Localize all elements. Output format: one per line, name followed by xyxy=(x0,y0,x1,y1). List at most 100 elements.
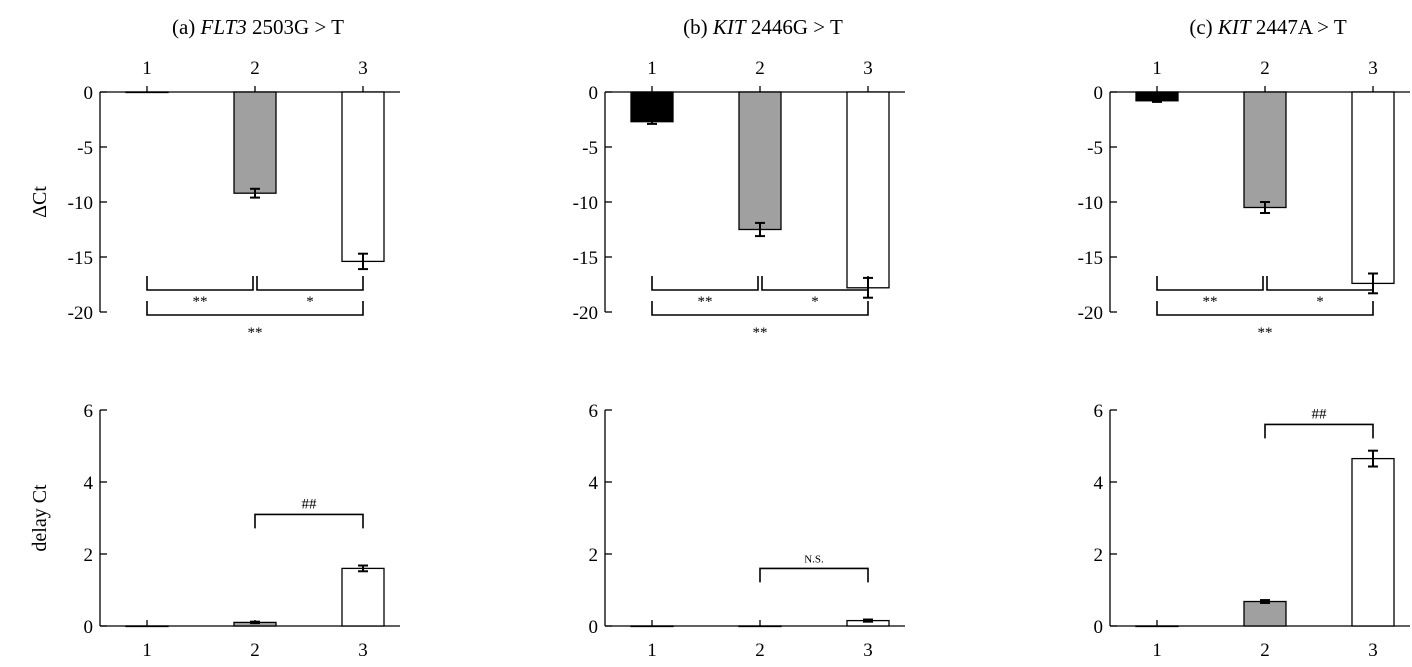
chart-title-gene: KIT xyxy=(1217,15,1252,39)
chart-panel-top-2: (b) KIT 2446G > T0-5-10-15-201 2 3** *** xyxy=(573,15,905,341)
significance-bracket xyxy=(146,276,254,291)
y-tick-label: 0 xyxy=(589,617,599,638)
bar-group-2 xyxy=(738,91,782,231)
y-tick-label: 0 xyxy=(84,83,94,104)
significance-label: ** xyxy=(248,325,263,341)
chart-title-prefix: (a) xyxy=(172,15,201,39)
chart-title: (b) KIT 2446G > T xyxy=(683,15,843,39)
significance-label: ** xyxy=(698,294,713,310)
bar-group-1 xyxy=(1135,625,1179,628)
x-tick-label: 3 xyxy=(1368,58,1378,79)
y-tick-label: 6 xyxy=(84,401,94,422)
x-tick-label: 3 xyxy=(358,640,368,661)
x-tick-label: 1 xyxy=(142,640,152,661)
significance-label: * xyxy=(1316,294,1324,310)
x-tick-label: 1 xyxy=(142,58,152,79)
y-tick-label: -10 xyxy=(573,193,598,214)
chart-title-suffix: 2447A > T xyxy=(1251,15,1347,39)
significance-label: ** xyxy=(1203,294,1218,310)
y-tick-label: -20 xyxy=(573,303,598,324)
x-tick-label: 2 xyxy=(250,58,260,79)
x-tick-label: 1 xyxy=(1152,58,1162,79)
chart-title: (a) FLT3 2503G > T xyxy=(172,15,344,39)
chart-panel-bottom-1: delay Ct 0 2 4 6 1 2 3 ## xyxy=(29,401,400,661)
significance-bracket xyxy=(256,276,364,291)
significance-bracket xyxy=(651,301,869,316)
y-tick-label: -5 xyxy=(1087,138,1103,159)
chart-title: (c) KIT 2447A > T xyxy=(1189,15,1346,39)
chart-title-suffix: 2446G > T xyxy=(746,15,843,39)
bar-group-3 xyxy=(1351,457,1395,627)
bar-group-1 xyxy=(630,625,674,628)
y-tick-label: 4 xyxy=(1094,473,1104,494)
significance-bracket xyxy=(1156,301,1374,316)
significance-bracket xyxy=(254,513,364,529)
significance-label: * xyxy=(811,294,819,310)
chart-title-gene: KIT xyxy=(712,15,747,39)
significance-bracket xyxy=(1156,276,1264,291)
y-axis-label: delay Ct xyxy=(29,484,51,552)
bar-group-3 xyxy=(846,91,890,289)
chart-title-prefix: (b) xyxy=(683,15,713,39)
bar-group-3 xyxy=(1351,91,1395,285)
y-tick-label: 0 xyxy=(1094,617,1104,638)
chart-panel-top-3: (c) KIT 2447A > T0-5-10-15-201 2 3** *** xyxy=(1078,15,1410,341)
y-tick-label: -15 xyxy=(573,248,598,269)
bar-group-3 xyxy=(341,567,385,627)
significance-bracket xyxy=(759,567,869,583)
x-tick-label: 2 xyxy=(1260,58,1270,79)
chart-title-suffix: 2503G > T xyxy=(247,15,344,39)
significance-bracket xyxy=(1266,276,1374,291)
x-tick-label: 2 xyxy=(755,58,765,79)
significance-bracket xyxy=(1264,423,1374,439)
bar-group-3 xyxy=(341,91,385,263)
y-tick-label: 2 xyxy=(589,545,599,566)
y-tick-label: 0 xyxy=(84,617,94,638)
y-tick-label: 0 xyxy=(1094,83,1104,104)
chart-title-gene: FLT3 xyxy=(200,15,247,39)
significance-label: ## xyxy=(1312,406,1328,422)
significance-label: N.S. xyxy=(804,553,824,565)
y-tick-label: -10 xyxy=(68,193,93,214)
significance-bracket xyxy=(761,276,869,291)
x-tick-label: 1 xyxy=(647,640,657,661)
y-axis-label: ΔCt xyxy=(29,186,51,218)
y-tick-label: -5 xyxy=(77,138,93,159)
y-tick-label: 4 xyxy=(84,473,94,494)
significance-bracket xyxy=(146,301,364,316)
x-tick-label: 3 xyxy=(863,640,873,661)
significance-label: ** xyxy=(1258,325,1273,341)
bar-group-2 xyxy=(738,625,782,628)
x-tick-label: 1 xyxy=(1152,640,1162,661)
significance-label: * xyxy=(306,294,314,310)
significance-label: ## xyxy=(302,496,318,512)
bar-group-1 xyxy=(125,625,169,628)
y-tick-label: -15 xyxy=(68,248,93,269)
y-tick-label: 6 xyxy=(589,401,599,422)
significance-label: ** xyxy=(193,294,208,310)
bar-group-2 xyxy=(1243,600,1287,627)
x-tick-label: 3 xyxy=(863,58,873,79)
y-tick-label: 2 xyxy=(84,545,94,566)
y-tick-label: -15 xyxy=(1078,248,1103,269)
bar-group-2 xyxy=(233,91,277,194)
significance-label: ** xyxy=(753,325,768,341)
x-tick-label: 1 xyxy=(647,58,657,79)
x-tick-label: 2 xyxy=(755,640,765,661)
y-tick-label: 2 xyxy=(1094,545,1104,566)
y-tick-label: 4 xyxy=(589,473,599,494)
y-tick-label: 6 xyxy=(1094,401,1104,422)
chart-panel-bottom-2: 0 2 4 6 1 2 3 N.S. xyxy=(589,401,905,661)
y-tick-label: 0 xyxy=(589,83,599,104)
x-tick-label: 3 xyxy=(1368,640,1378,661)
y-tick-label: -10 xyxy=(1078,193,1103,214)
bar-group-1 xyxy=(630,91,674,123)
y-tick-label: -20 xyxy=(68,303,93,324)
y-tick-label: -5 xyxy=(582,138,598,159)
x-tick-label: 2 xyxy=(250,640,260,661)
significance-bracket xyxy=(651,276,759,291)
chart-title-prefix: (c) xyxy=(1189,15,1218,39)
x-tick-label: 3 xyxy=(358,58,368,79)
